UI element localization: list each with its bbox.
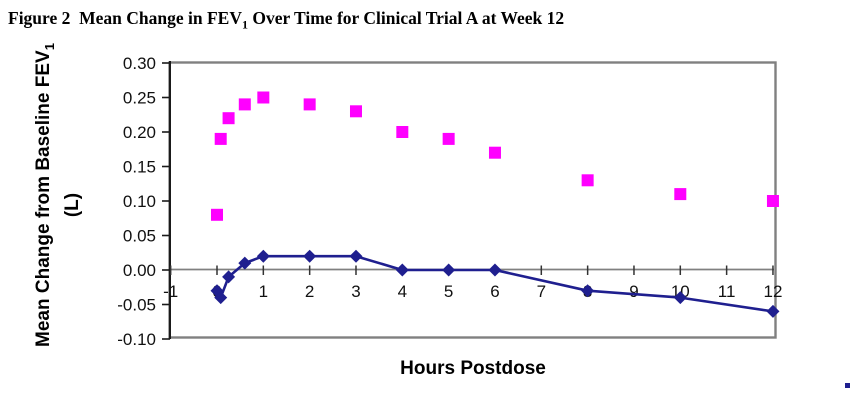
navy-diamonds-series-point [442, 263, 456, 277]
magenta-squares-series-point [442, 132, 455, 145]
navy-diamonds-series-point [673, 291, 687, 305]
magenta-squares-series-point [766, 195, 779, 207]
magenta-squares-series-point [396, 126, 409, 138]
y-axis-tick-label: -0.05 [117, 296, 156, 315]
navy-diamonds-series-point [214, 291, 228, 305]
magenta-squares-series-point [674, 188, 687, 201]
x-axis-tick-label: 11 [718, 282, 736, 301]
navy-diamonds-series-point [395, 263, 409, 277]
figure-title-text-2: Over Time for Clinical Trial A at Week 1… [248, 8, 565, 28]
navy-diamonds-series-point [222, 270, 236, 284]
navy-diamonds-series-point [581, 284, 595, 298]
stray-artifact-mark [845, 383, 850, 388]
x-axis-tick-label: 9 [629, 282, 638, 301]
x-axis-tick-label: -1 [163, 282, 178, 301]
y-axis-tick-label: 0.30 [123, 54, 156, 73]
x-axis-tick-label: 1 [259, 282, 268, 301]
x-axis-tick-label: 7 [537, 282, 546, 301]
x-axis-tick-label: 4 [398, 282, 407, 301]
y-axis-tick-label: 0.25 [123, 89, 156, 108]
figure-title: Figure 2 Mean Change in FEV1 Over Time f… [8, 8, 564, 33]
y-axis-tick-label: 0.20 [123, 123, 156, 142]
x-axis-tick-label: 2 [305, 282, 314, 301]
magenta-squares-series-point [214, 132, 227, 145]
navy-diamonds-series-point [349, 249, 363, 263]
x-axis-tick-label: 12 [763, 282, 782, 301]
magenta-squares-series-point [349, 105, 362, 118]
y-axis-tick-label: 0.10 [123, 192, 156, 211]
magenta-squares-series-point [488, 146, 501, 159]
navy-diamonds-series-point [303, 249, 317, 263]
y-axis-tick-label: 0.05 [123, 227, 156, 246]
x-axis-label: Hours Postdose [170, 358, 776, 380]
y-axis-tick-label: 0.15 [123, 158, 156, 177]
magenta-squares-series-point [211, 208, 223, 221]
magenta-squares-series-point [303, 98, 316, 111]
magenta-squares-series-point [238, 98, 251, 111]
y-axis-tick-label: -0.10 [117, 330, 156, 349]
x-axis-tick-label: 3 [351, 282, 360, 301]
magenta-squares-series-point [581, 174, 594, 187]
x-axis-tick-label: 5 [444, 282, 453, 301]
magenta-squares-series-point [222, 112, 235, 125]
figure-title-text: Figure 2 Mean Change in FEV [8, 8, 242, 28]
y-axis-tick-label: 0.00 [123, 261, 156, 280]
x-axis-tick-label: 6 [490, 282, 499, 301]
navy-diamonds-series-point [488, 263, 502, 277]
magenta-squares-series-point [257, 91, 270, 104]
figure-title-subscript: 1 [242, 17, 248, 32]
navy-diamonds-series-point [766, 304, 780, 318]
x-axis-label-text: Hours Postdose [400, 358, 546, 379]
navy-diamonds-series-point [256, 249, 270, 263]
navy-diamonds-series-point [238, 256, 252, 270]
